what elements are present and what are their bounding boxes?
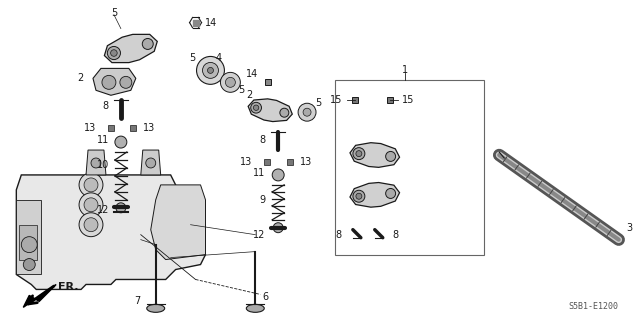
Text: 12: 12 — [253, 230, 265, 240]
Circle shape — [79, 173, 103, 197]
Text: 10: 10 — [97, 160, 109, 170]
Text: 1: 1 — [401, 65, 408, 75]
Text: 5: 5 — [238, 85, 244, 95]
Bar — [335, 80, 484, 255]
Text: 5: 5 — [111, 8, 117, 18]
Circle shape — [353, 190, 365, 202]
Circle shape — [225, 78, 236, 87]
Circle shape — [116, 203, 126, 213]
Polygon shape — [93, 68, 136, 95]
Circle shape — [494, 150, 504, 160]
Circle shape — [102, 75, 116, 89]
Circle shape — [272, 169, 284, 181]
Text: 5: 5 — [189, 54, 196, 63]
Circle shape — [207, 67, 214, 73]
Text: 12: 12 — [97, 205, 109, 215]
Text: 9: 9 — [259, 195, 265, 205]
Polygon shape — [86, 150, 106, 175]
Text: 11: 11 — [97, 135, 109, 145]
Polygon shape — [104, 34, 157, 63]
Text: 8: 8 — [336, 230, 342, 240]
Text: 2: 2 — [77, 73, 83, 83]
Polygon shape — [141, 150, 161, 175]
Text: 3: 3 — [627, 223, 633, 233]
Circle shape — [115, 136, 127, 148]
Text: 8: 8 — [259, 135, 265, 145]
Text: 14: 14 — [205, 18, 217, 28]
Circle shape — [84, 198, 98, 212]
Circle shape — [84, 218, 98, 232]
Ellipse shape — [147, 304, 164, 312]
Circle shape — [79, 213, 103, 237]
Text: 13: 13 — [84, 123, 96, 133]
Circle shape — [21, 237, 37, 253]
Bar — [19, 225, 37, 260]
Text: 13: 13 — [143, 123, 155, 133]
Circle shape — [353, 148, 365, 160]
Text: 8: 8 — [393, 230, 399, 240]
Circle shape — [298, 103, 316, 121]
Circle shape — [142, 39, 153, 49]
Polygon shape — [17, 200, 41, 274]
Circle shape — [202, 63, 218, 78]
Circle shape — [23, 259, 35, 271]
Circle shape — [146, 158, 156, 168]
Text: 11: 11 — [253, 168, 265, 178]
Polygon shape — [17, 175, 205, 289]
Polygon shape — [248, 99, 292, 122]
Circle shape — [79, 193, 103, 217]
Text: 15: 15 — [330, 95, 342, 105]
Circle shape — [280, 108, 289, 117]
Text: 2: 2 — [246, 90, 252, 100]
Circle shape — [386, 152, 396, 161]
Circle shape — [273, 223, 283, 233]
Text: FR.: FR. — [58, 282, 79, 293]
Text: 8: 8 — [103, 101, 109, 111]
Polygon shape — [23, 285, 56, 307]
Text: 15: 15 — [402, 95, 414, 105]
Polygon shape — [151, 185, 205, 260]
Text: 14: 14 — [246, 69, 259, 79]
Text: 7: 7 — [134, 296, 141, 306]
Circle shape — [356, 151, 362, 157]
Text: 13: 13 — [240, 157, 252, 167]
Circle shape — [356, 193, 362, 199]
Circle shape — [253, 105, 259, 110]
Text: 5: 5 — [315, 98, 321, 108]
Circle shape — [386, 189, 396, 198]
Text: S5B1-E1200: S5B1-E1200 — [569, 302, 619, 311]
Text: 13: 13 — [300, 157, 312, 167]
Circle shape — [220, 72, 241, 92]
Circle shape — [91, 158, 101, 168]
Circle shape — [196, 56, 225, 84]
Circle shape — [251, 102, 262, 113]
Text: 6: 6 — [262, 293, 268, 302]
Text: 4: 4 — [216, 54, 221, 63]
Circle shape — [84, 178, 98, 192]
Polygon shape — [350, 182, 399, 207]
Polygon shape — [350, 143, 399, 167]
Circle shape — [111, 50, 117, 56]
Circle shape — [303, 108, 311, 116]
Circle shape — [108, 47, 120, 60]
Circle shape — [120, 76, 132, 88]
Ellipse shape — [246, 304, 264, 312]
